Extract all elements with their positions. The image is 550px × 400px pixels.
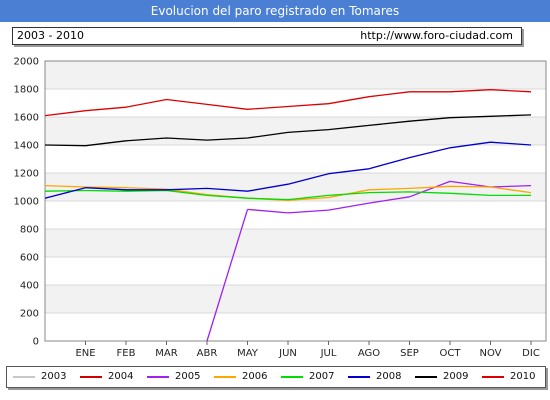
legend-label: 2005 <box>175 371 201 382</box>
x-tick-label: ENE <box>75 348 95 359</box>
legend-item-2003: 2003 <box>13 367 80 387</box>
series-2008-segment <box>45 187 86 199</box>
series-2008-line <box>85 141 532 192</box>
legend-swatch <box>147 376 169 378</box>
plot-band <box>45 201 546 229</box>
legend-swatch <box>482 376 504 378</box>
legend-item-2009: 2009 <box>415 367 482 387</box>
y-tick-label: 1800 <box>14 85 39 96</box>
legend-item-2010: 2010 <box>482 367 549 387</box>
y-tick-label: 2000 <box>14 57 39 68</box>
legend-label: 2006 <box>242 371 268 382</box>
y-tick-label: 1600 <box>14 113 39 124</box>
legend-label: 2007 <box>309 371 335 382</box>
x-tick-label: NOV <box>479 348 501 359</box>
series-2010-line <box>85 89 532 112</box>
series-2006-segment <box>45 184 86 188</box>
x-tick-label: FEB <box>117 348 136 359</box>
series-2005-line <box>247 180 532 214</box>
plot-band <box>45 313 546 341</box>
y-tick-label: 1200 <box>14 169 39 180</box>
plot-band <box>45 145 546 173</box>
legend-item-2004: 2004 <box>80 367 147 387</box>
legend-swatch <box>281 376 303 378</box>
legend-swatch <box>348 376 370 378</box>
source-url-label[interactable]: http://www.foro-ciudad.com <box>360 29 513 42</box>
x-tick-label: JUN <box>278 348 297 359</box>
legend-swatch <box>80 376 102 378</box>
series-2009-segment <box>45 144 86 147</box>
legend-swatch <box>214 376 236 378</box>
legend-item-2005: 2005 <box>147 367 214 387</box>
chart-legend: 2003 2004 2005 2006 2007 2008 2009 2010 <box>6 366 546 388</box>
x-tick-label: AGO <box>358 348 380 359</box>
chart-title: Evolucion del paro registrado en Tomares <box>0 0 550 22</box>
y-tick-label: 1000 <box>14 197 39 208</box>
legend-item-2007: 2007 <box>281 367 348 387</box>
plot-band <box>45 89 546 117</box>
plot-band <box>45 117 546 145</box>
x-tick-label: MAR <box>155 348 177 359</box>
x-tick-label: MAY <box>237 348 259 359</box>
legend-label: 2003 <box>41 371 67 382</box>
series-2007-line <box>85 189 531 201</box>
legend-label: 2010 <box>510 371 536 382</box>
series-2010-segment <box>45 110 86 117</box>
x-tick-label: DIC <box>522 348 540 359</box>
y-tick-label: 400 <box>20 281 39 292</box>
legend-label: 2008 <box>376 371 402 382</box>
legend-swatch <box>415 376 437 378</box>
plot-band <box>45 257 546 285</box>
y-tick-label: 800 <box>20 225 39 236</box>
y-tick-label: 0 <box>33 337 39 348</box>
plot-frame <box>44 60 547 342</box>
x-tick-label: OCT <box>440 348 462 359</box>
legend-swatch <box>13 376 35 378</box>
legend-item-2008: 2008 <box>348 367 415 387</box>
legend-label: 2009 <box>443 371 469 382</box>
x-tick-label: JUL <box>320 348 337 359</box>
series-2005-segment <box>206 209 249 342</box>
info-bar: 2003 - 2010 http://www.foro-ciudad.com <box>12 27 522 45</box>
x-tick-label: SEP <box>400 348 419 359</box>
series-2007-segment <box>45 189 86 192</box>
year-range-label: 2003 - 2010 <box>17 29 84 42</box>
series-2006-line <box>85 185 532 201</box>
x-tick-label: ABR <box>197 348 218 359</box>
y-tick-label: 600 <box>20 253 39 264</box>
plot-band <box>45 285 546 313</box>
plot-band <box>45 229 546 257</box>
y-tick-label: 200 <box>20 309 39 320</box>
y-tick-label: 1400 <box>14 141 39 152</box>
legend-item-2006: 2006 <box>214 367 281 387</box>
legend-label: 2004 <box>108 371 134 382</box>
series-2009-line <box>85 114 532 147</box>
plot-band <box>45 61 546 89</box>
